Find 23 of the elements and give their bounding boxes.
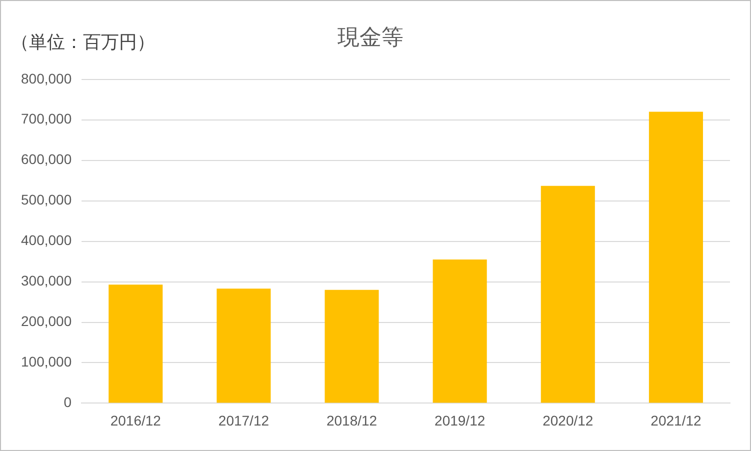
bar (540, 186, 595, 403)
y-tick-label: 700,000 (20, 110, 72, 127)
x-tick-label: 2016/12 (110, 412, 162, 428)
y-tick-label: 400,000 (20, 232, 72, 248)
x-tick-label: 2020/12 (542, 412, 594, 428)
bar (216, 288, 271, 403)
y-tick-label: 600,000 (20, 151, 72, 168)
text: （単位：百万円） (11, 32, 155, 52)
bar (648, 112, 703, 403)
x-tick-label: 2021/12 (650, 412, 702, 428)
bar (432, 260, 487, 403)
y-tick-label: 500,000 (20, 192, 72, 208)
y-tick-label: 200,000 (20, 313, 72, 330)
y-tick-label: 100,000 (20, 354, 72, 370)
x-tick-label: 2019/12 (434, 412, 486, 428)
x-tick-label: 2018/12 (326, 412, 378, 428)
bar (324, 290, 379, 403)
x-tick-label: 2017/12 (218, 412, 270, 428)
chart-title: 現金等 (338, 24, 404, 50)
y-tick-label: 300,000 (20, 272, 72, 289)
bar (108, 284, 163, 403)
y-tick-label: 800,000 (20, 70, 72, 86)
y-tick-label: 0 (64, 394, 72, 410)
